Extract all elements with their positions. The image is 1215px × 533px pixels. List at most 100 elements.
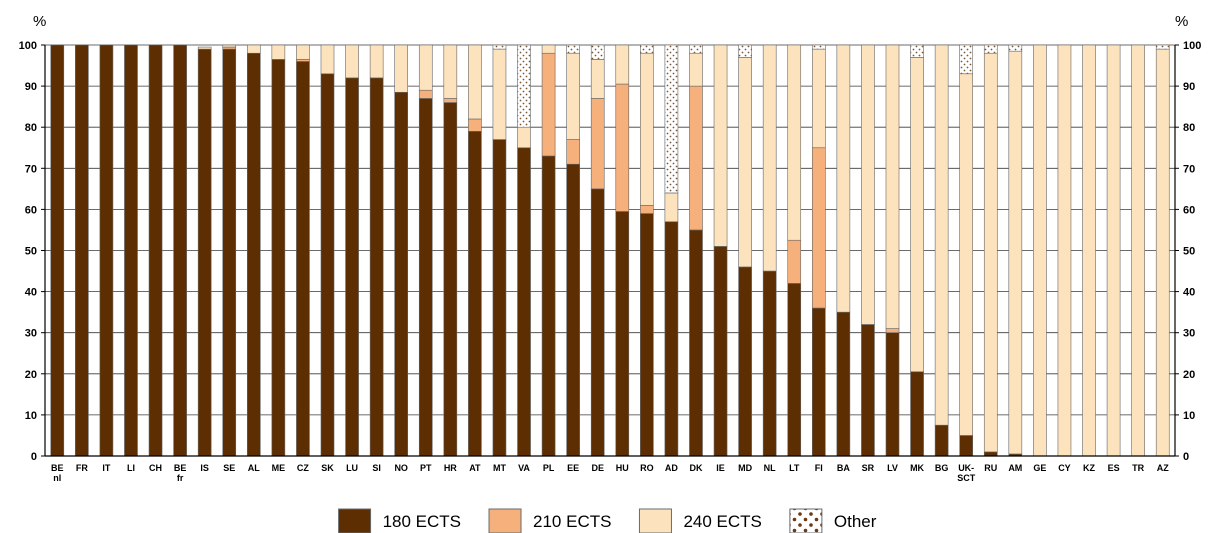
bar-segment-240-ects	[959, 73, 974, 436]
bar-segment-180-ects	[664, 221, 679, 457]
bar-segment-180-ects	[173, 44, 187, 457]
bar-segment-180-ects	[271, 59, 286, 457]
y-tick-label-right: 100	[1183, 40, 1201, 52]
x-tick-label: SR	[862, 463, 875, 473]
x-tick-label: fr	[177, 473, 184, 483]
x-tick-label: AL	[248, 463, 260, 473]
legend: 180 ECTS 210 ECTS 240 ECTS Other	[338, 508, 877, 533]
bar-segment-210-ects	[566, 139, 580, 165]
bar-segment-240-ects	[885, 44, 900, 329]
y-unit-label-left: %	[33, 13, 46, 30]
x-tick-label: NO	[394, 463, 408, 473]
bar-segment-210-ects	[811, 147, 826, 309]
bar-segment-180-ects	[345, 77, 359, 457]
bar-segment-180-ects	[75, 44, 89, 457]
bar-segment-180-ects	[296, 61, 310, 457]
bar-segment-240-ects	[1106, 44, 1121, 457]
x-tick-label: BG	[935, 463, 949, 473]
bar-segment-other	[738, 44, 752, 58]
gridlines	[45, 44, 1175, 416]
x-tick-label: PT	[420, 463, 432, 473]
bars	[50, 44, 1170, 457]
bar-segment-240-ects	[713, 44, 728, 247]
bar-segment-210-ects	[541, 52, 556, 157]
y-tick-label-left: 80	[25, 122, 37, 134]
x-tick-label: BE	[174, 463, 187, 473]
bar-segment-180-ects	[246, 52, 261, 457]
x-tick-label: IE	[716, 463, 725, 473]
bar-segment-240-ects	[1008, 50, 1023, 455]
bar-segment-240-ects	[517, 126, 531, 149]
bar-segment-180-ects	[811, 307, 826, 457]
legend-swatch-other	[789, 508, 823, 533]
y-tick-label-right: 30	[1183, 328, 1195, 340]
legend-label: 180 ECTS	[383, 512, 461, 531]
legend-swatch-210-ects	[488, 508, 522, 533]
x-tick-label: LV	[887, 463, 898, 473]
legend-swatch-240-ects	[638, 508, 672, 533]
x-tick-label: SE	[223, 463, 235, 473]
bar-segment-240-ects	[271, 44, 286, 60]
bar-segment-240-ects	[443, 44, 458, 99]
bar-segment-180-ects	[222, 48, 237, 457]
y-tick-label-left: 40	[25, 287, 37, 299]
y-tick-label-left: 20	[25, 369, 37, 381]
x-tick-label: TR	[1132, 463, 1144, 473]
bar-segment-240-ects	[1131, 44, 1145, 457]
bar-segment-180-ects	[468, 131, 482, 457]
bar-segment-other	[664, 44, 679, 194]
bar-segment-240-ects	[590, 59, 605, 99]
x-tick-label: MT	[493, 463, 506, 473]
x-tick-label: EE	[567, 463, 579, 473]
bar-segment-180-ects	[959, 435, 974, 457]
x-tick-label: IT	[102, 463, 111, 473]
bar-segment-240-ects	[738, 57, 752, 268]
bar-segment-other	[492, 44, 507, 50]
y-tick-label-right: 90	[1183, 81, 1195, 93]
bar-segment-240-ects	[861, 44, 875, 325]
bar-segment-other	[640, 44, 654, 54]
x-tick-label: MD	[738, 463, 752, 473]
x-tick-label: FR	[76, 463, 88, 473]
y-tick-label-left: 50	[25, 246, 37, 258]
legend-swatch-180-ects	[338, 508, 372, 533]
bar-segment-180-ects	[492, 139, 507, 457]
x-tick-label: nl	[53, 473, 61, 483]
bar-segment-210-ects	[787, 239, 802, 284]
bar-segment-240-ects	[320, 44, 335, 75]
bar-segment-240-ects	[910, 57, 924, 373]
bar-segment-240-ects	[1033, 44, 1047, 457]
bar-segment-240-ects	[836, 44, 851, 313]
y-tick-label-left: 70	[25, 163, 37, 175]
bar-segment-180-ects	[934, 424, 949, 457]
bar-segment-240-ects	[1082, 44, 1096, 457]
bar-segment-other	[1008, 44, 1023, 52]
bar-segment-other	[910, 44, 924, 58]
bar-segment-210-ects	[689, 85, 703, 231]
legend-label: 240 ECTS	[683, 512, 761, 531]
x-tick-label: CZ	[297, 463, 309, 473]
y-tick-label-right: 50	[1183, 246, 1195, 258]
bar-segment-240-ects	[566, 52, 580, 140]
x-tick-label: FI	[815, 463, 823, 473]
x-tick-label: SI	[372, 463, 381, 473]
bar-segment-240-ects	[664, 192, 679, 223]
bar-segment-180-ects	[983, 451, 998, 457]
bar-segment-180-ects	[910, 371, 924, 457]
bar-segment-240-ects	[246, 44, 261, 54]
x-tick-label: GE	[1033, 463, 1046, 473]
bar-segment-180-ects	[418, 98, 433, 457]
bar-segment-240-ects	[345, 44, 359, 79]
x-tick-label: NL	[764, 463, 776, 473]
bar-segment-other	[959, 44, 974, 75]
x-tick-label: HU	[616, 463, 629, 473]
x-tick-label: SCT	[957, 473, 976, 483]
bar-segment-240-ects	[468, 44, 482, 120]
bar-segment-180-ects	[738, 266, 752, 457]
bar-segment-210-ects	[885, 328, 900, 333]
bar-segment-180-ects	[50, 44, 65, 457]
bar-segment-210-ects	[296, 59, 310, 62]
legend-label: 210 ECTS	[533, 512, 611, 531]
bar-segment-240-ects	[811, 48, 826, 149]
